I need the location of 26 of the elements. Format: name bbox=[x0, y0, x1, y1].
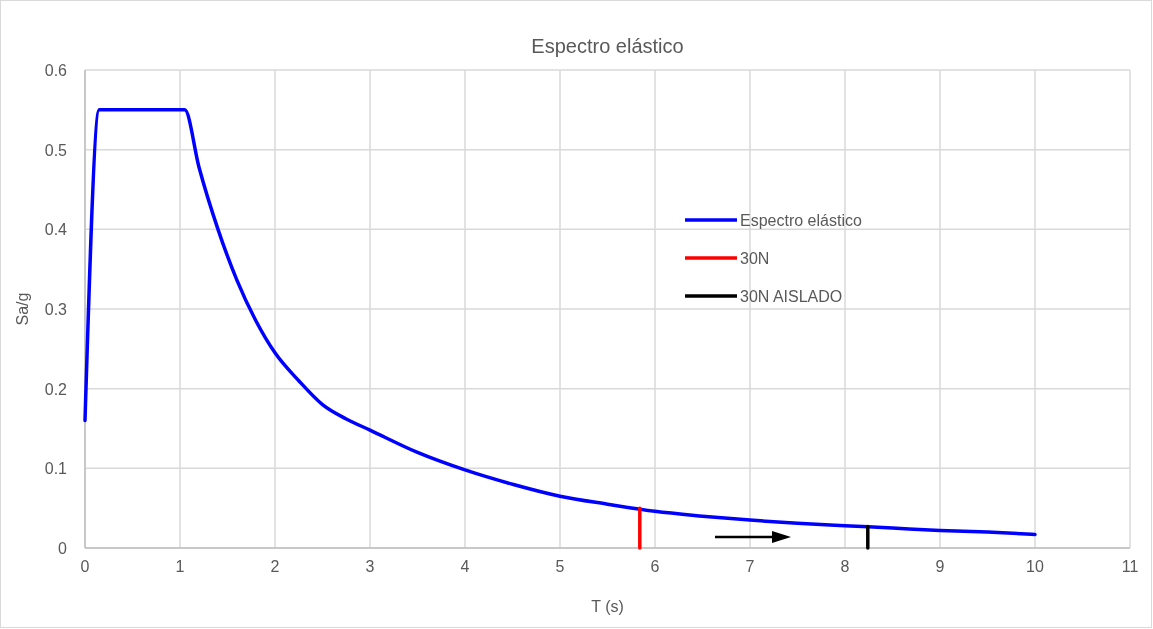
y-tick-label: 0.3 bbox=[44, 301, 68, 318]
y-tick-label: 0.1 bbox=[44, 460, 68, 478]
x-tick-label: 4 bbox=[460, 558, 470, 575]
x-tick-label: 11 bbox=[1121, 558, 1139, 575]
x-tick-label: 6 bbox=[650, 558, 660, 575]
x-tick-label: 7 bbox=[745, 558, 755, 575]
x-tick-label: 2 bbox=[270, 558, 280, 575]
y-tick-label: 0.2 bbox=[44, 380, 68, 398]
y-tick-label: 0 bbox=[58, 540, 68, 557]
y-axis-title: Sa/g bbox=[14, 292, 31, 326]
y-tick-label: 0.5 bbox=[44, 141, 68, 159]
x-tick-label: 1 bbox=[175, 558, 185, 575]
x-axis-title: T (s) bbox=[591, 598, 624, 615]
x-tick-label: 10 bbox=[1026, 558, 1044, 575]
x-tick-label: 9 bbox=[935, 558, 945, 575]
legend-label: 30N AISLADO bbox=[740, 288, 843, 305]
legend-label: Espectro elástico bbox=[740, 212, 862, 229]
chart-title: Espectro elástico bbox=[531, 35, 684, 57]
y-tick-label: 0.4 bbox=[44, 221, 68, 239]
line-series bbox=[83, 108, 1037, 537]
y-tick-label: 0.6 bbox=[44, 62, 68, 79]
x-tick-label: 8 bbox=[840, 558, 850, 575]
x-tick-label: 5 bbox=[555, 558, 565, 575]
x-tick-label: 3 bbox=[365, 558, 375, 575]
x-tick-label: 0 bbox=[80, 558, 90, 575]
legend-label: 30N bbox=[740, 250, 770, 267]
